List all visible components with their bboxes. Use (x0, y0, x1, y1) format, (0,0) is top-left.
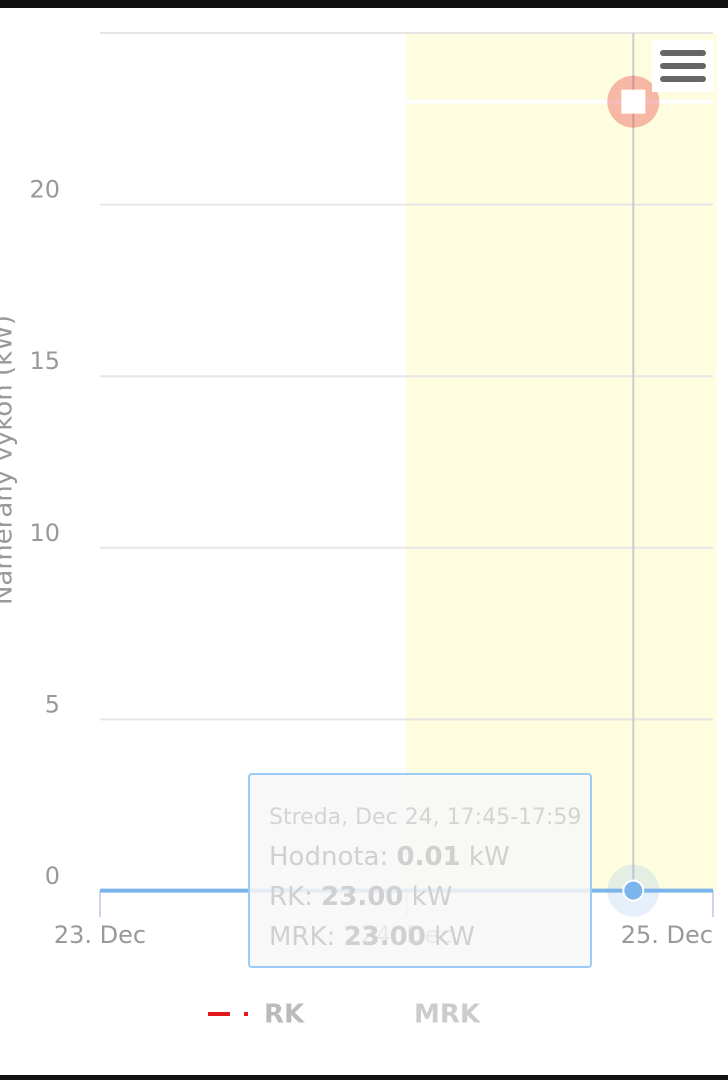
tooltip-value: 0.01 (397, 842, 461, 872)
menu-button[interactable] (652, 40, 714, 92)
tooltip-value: 23.00 (321, 882, 403, 912)
menu-line (660, 76, 706, 82)
tooltip-value: 23.00 (344, 922, 426, 952)
tooltip-header: Streda, Dec 24, 17:45-17:59 (269, 805, 581, 830)
legend: RK MRK (208, 1000, 481, 1030)
tooltip-name: Hodnota: (269, 842, 388, 872)
legend-label: RK (264, 1000, 305, 1030)
y-tick-label: 20 (29, 176, 60, 204)
y-tick-label: 15 (29, 347, 60, 375)
bottom-bar (0, 1075, 728, 1080)
legend-item[interactable]: RK (208, 1000, 305, 1030)
x-tick-label: 23. Dec (54, 921, 146, 949)
legend-item[interactable]: MRK (414, 1000, 481, 1030)
tooltip-name: MRK: (269, 922, 335, 952)
menu-line (660, 50, 706, 56)
y-tick-label: 5 (45, 690, 60, 718)
tooltip-row: MRK: 23.00 kW (269, 922, 475, 952)
menu-line (660, 63, 706, 69)
tooltip-unit: kW (469, 842, 510, 872)
y-tick-label: 10 (29, 519, 60, 547)
hover-point (622, 879, 645, 902)
tooltip-row: RK: 23.00 kW (269, 882, 452, 912)
plot-band (406, 33, 717, 891)
tooltip-unit: kW (412, 882, 453, 912)
tooltip-unit: kW (434, 922, 475, 952)
hover-point (621, 89, 646, 114)
tooltip-name: RK: (269, 882, 313, 912)
legend-label: MRK (414, 1000, 481, 1030)
top-bar (0, 0, 728, 8)
y-axis-title: Nameraný výkon (kW) (0, 315, 19, 605)
tooltip-row: Hodnota: 0.01 kW (269, 842, 510, 872)
y-tick-label: 0 (45, 862, 60, 890)
tooltip-box (248, 773, 592, 968)
tooltip: Streda, Dec 24, 17:45-17:59 Hodnota: 0.01… (248, 773, 592, 968)
x-tick-label: 25. Dec (621, 921, 713, 949)
